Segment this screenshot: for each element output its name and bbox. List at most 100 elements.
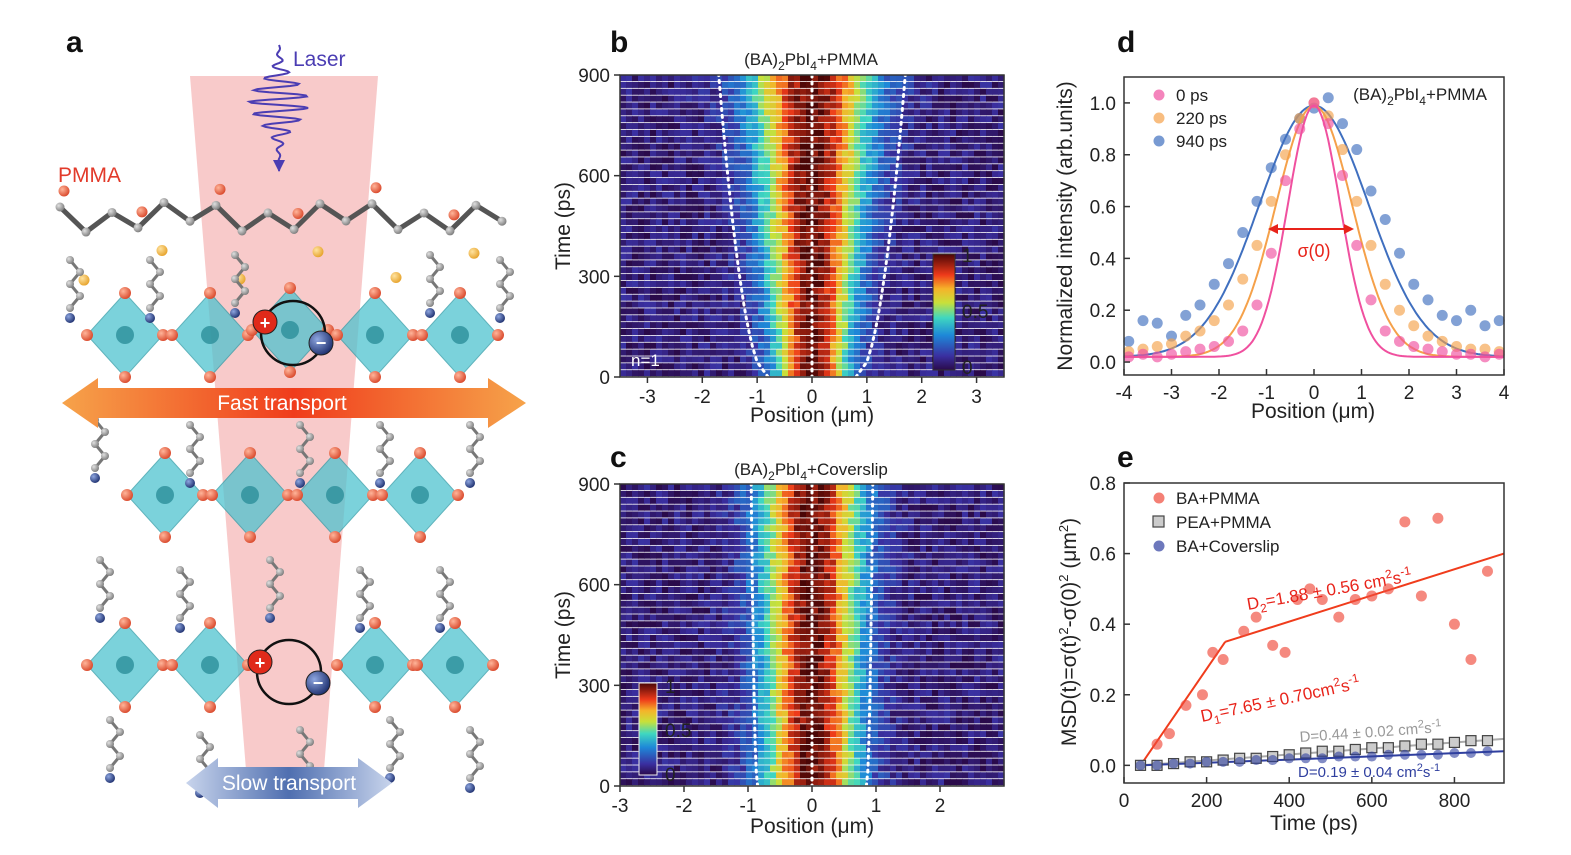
heatmap-cell	[866, 607, 873, 614]
heatmap-cell	[638, 274, 645, 281]
heatmap-cell	[758, 205, 765, 212]
heatmap-cell	[860, 136, 867, 143]
heatmap-cell	[854, 157, 861, 164]
heatmap-cell	[914, 655, 921, 662]
heatmap-cell	[626, 744, 633, 751]
heatmap-cell	[926, 676, 933, 683]
heatmap-cell	[842, 356, 849, 363]
heatmap-cell	[650, 102, 657, 109]
heatmap-cell	[914, 363, 921, 370]
heatmap-cell	[704, 150, 711, 157]
heatmap-cell	[824, 171, 831, 178]
heatmap-cell	[878, 129, 885, 136]
heatmap-cell	[626, 95, 633, 102]
heatmap-cell	[770, 301, 777, 308]
heatmap-cell	[806, 696, 813, 703]
heatmap-cell	[794, 641, 801, 648]
heatmap-cell	[992, 614, 999, 621]
heatmap-cell	[776, 102, 783, 109]
heatmap-cell	[968, 129, 975, 136]
heatmap-cell	[716, 765, 723, 772]
heatmap-cell	[896, 744, 903, 751]
heatmap-cell	[926, 253, 933, 260]
heatmap-cell	[992, 593, 999, 600]
heatmap-cell	[746, 116, 753, 123]
heatmap-cell	[902, 136, 909, 143]
lead-atom	[366, 326, 384, 344]
heatmap-cell	[758, 779, 765, 786]
heatmap-cell	[716, 143, 723, 150]
heatmap-cell	[794, 737, 801, 745]
heatmap-cell	[884, 109, 891, 116]
heatmap-cell	[824, 349, 831, 356]
heatmap-cell	[998, 363, 1005, 370]
heatmap-cell	[824, 308, 831, 315]
heatmap-cell	[722, 301, 729, 308]
iodine-atom	[119, 371, 131, 383]
heatmap-cell	[758, 669, 765, 676]
heatmap-cell	[866, 635, 873, 642]
heatmap-cell	[770, 88, 777, 95]
heatmap-cell	[782, 253, 789, 260]
heatmap-cell	[710, 635, 717, 642]
heatmap-cell	[680, 751, 687, 758]
heatmap-cell	[842, 136, 849, 143]
heatmap-cell	[998, 232, 1005, 239]
heatmap-cell	[728, 109, 735, 116]
heatmap-cell	[812, 689, 819, 696]
heatmap-cell	[950, 136, 957, 143]
heatmap-cell	[686, 628, 693, 635]
heatmap-cell	[776, 177, 783, 185]
heatmap-cell	[776, 696, 783, 703]
heatmap-cell	[740, 274, 747, 281]
heatmap-cell	[656, 143, 663, 150]
heatmap-cell	[764, 779, 771, 786]
heatmap-cell	[698, 689, 705, 696]
heatmap-cell	[896, 226, 903, 233]
heatmap-cell	[950, 75, 957, 82]
heatmap-cell	[686, 370, 693, 377]
heatmap-cell	[902, 239, 909, 246]
heatmap-cell	[818, 95, 825, 102]
heatmap-cell	[950, 703, 957, 710]
heatmap-cell	[662, 621, 669, 628]
heatmap-cell	[620, 662, 627, 669]
heatmap-cell	[716, 315, 723, 322]
carbon-atom	[436, 287, 444, 295]
heatmap-cell	[680, 363, 687, 370]
heatmap-cell	[716, 724, 723, 731]
heatmap-cell	[698, 219, 705, 226]
heatmap-cell	[764, 123, 771, 130]
carbon-atom	[496, 280, 504, 288]
heatmap-cell	[896, 246, 903, 253]
iodine-atom	[204, 701, 216, 713]
heatmap-cell	[866, 75, 873, 82]
heatmap-cell	[992, 239, 999, 246]
heatmap-cell	[698, 635, 705, 642]
heatmap-cell	[980, 717, 987, 724]
heatmap-cell	[764, 772, 771, 779]
heatmap-cell	[674, 205, 681, 212]
heatmap-cell	[806, 253, 813, 260]
heatmap-cell	[902, 648, 909, 655]
heatmap-cell	[986, 267, 993, 274]
heatmap-cell	[770, 123, 777, 130]
heatmap-cell	[632, 260, 639, 267]
heatmap-cell	[788, 342, 795, 349]
heatmap-cell	[860, 669, 867, 676]
heatmap-cell	[986, 191, 993, 198]
heatmap-cell	[890, 301, 897, 308]
heatmap-cell	[968, 184, 975, 191]
heatmap-cell	[722, 322, 729, 329]
heatmap-cell	[764, 81, 771, 88]
heatmap-cell	[914, 308, 921, 315]
heatmap-cell	[686, 335, 693, 342]
heatmap-cell	[968, 267, 975, 274]
heatmap-cell	[776, 88, 783, 95]
heatmap-cell	[746, 744, 753, 751]
heatmap-cell	[950, 669, 957, 676]
heatmap-cell	[794, 129, 801, 136]
heatmap-cell	[824, 246, 831, 253]
heatmap-cell	[686, 294, 693, 301]
heatmap-cell	[722, 779, 729, 786]
